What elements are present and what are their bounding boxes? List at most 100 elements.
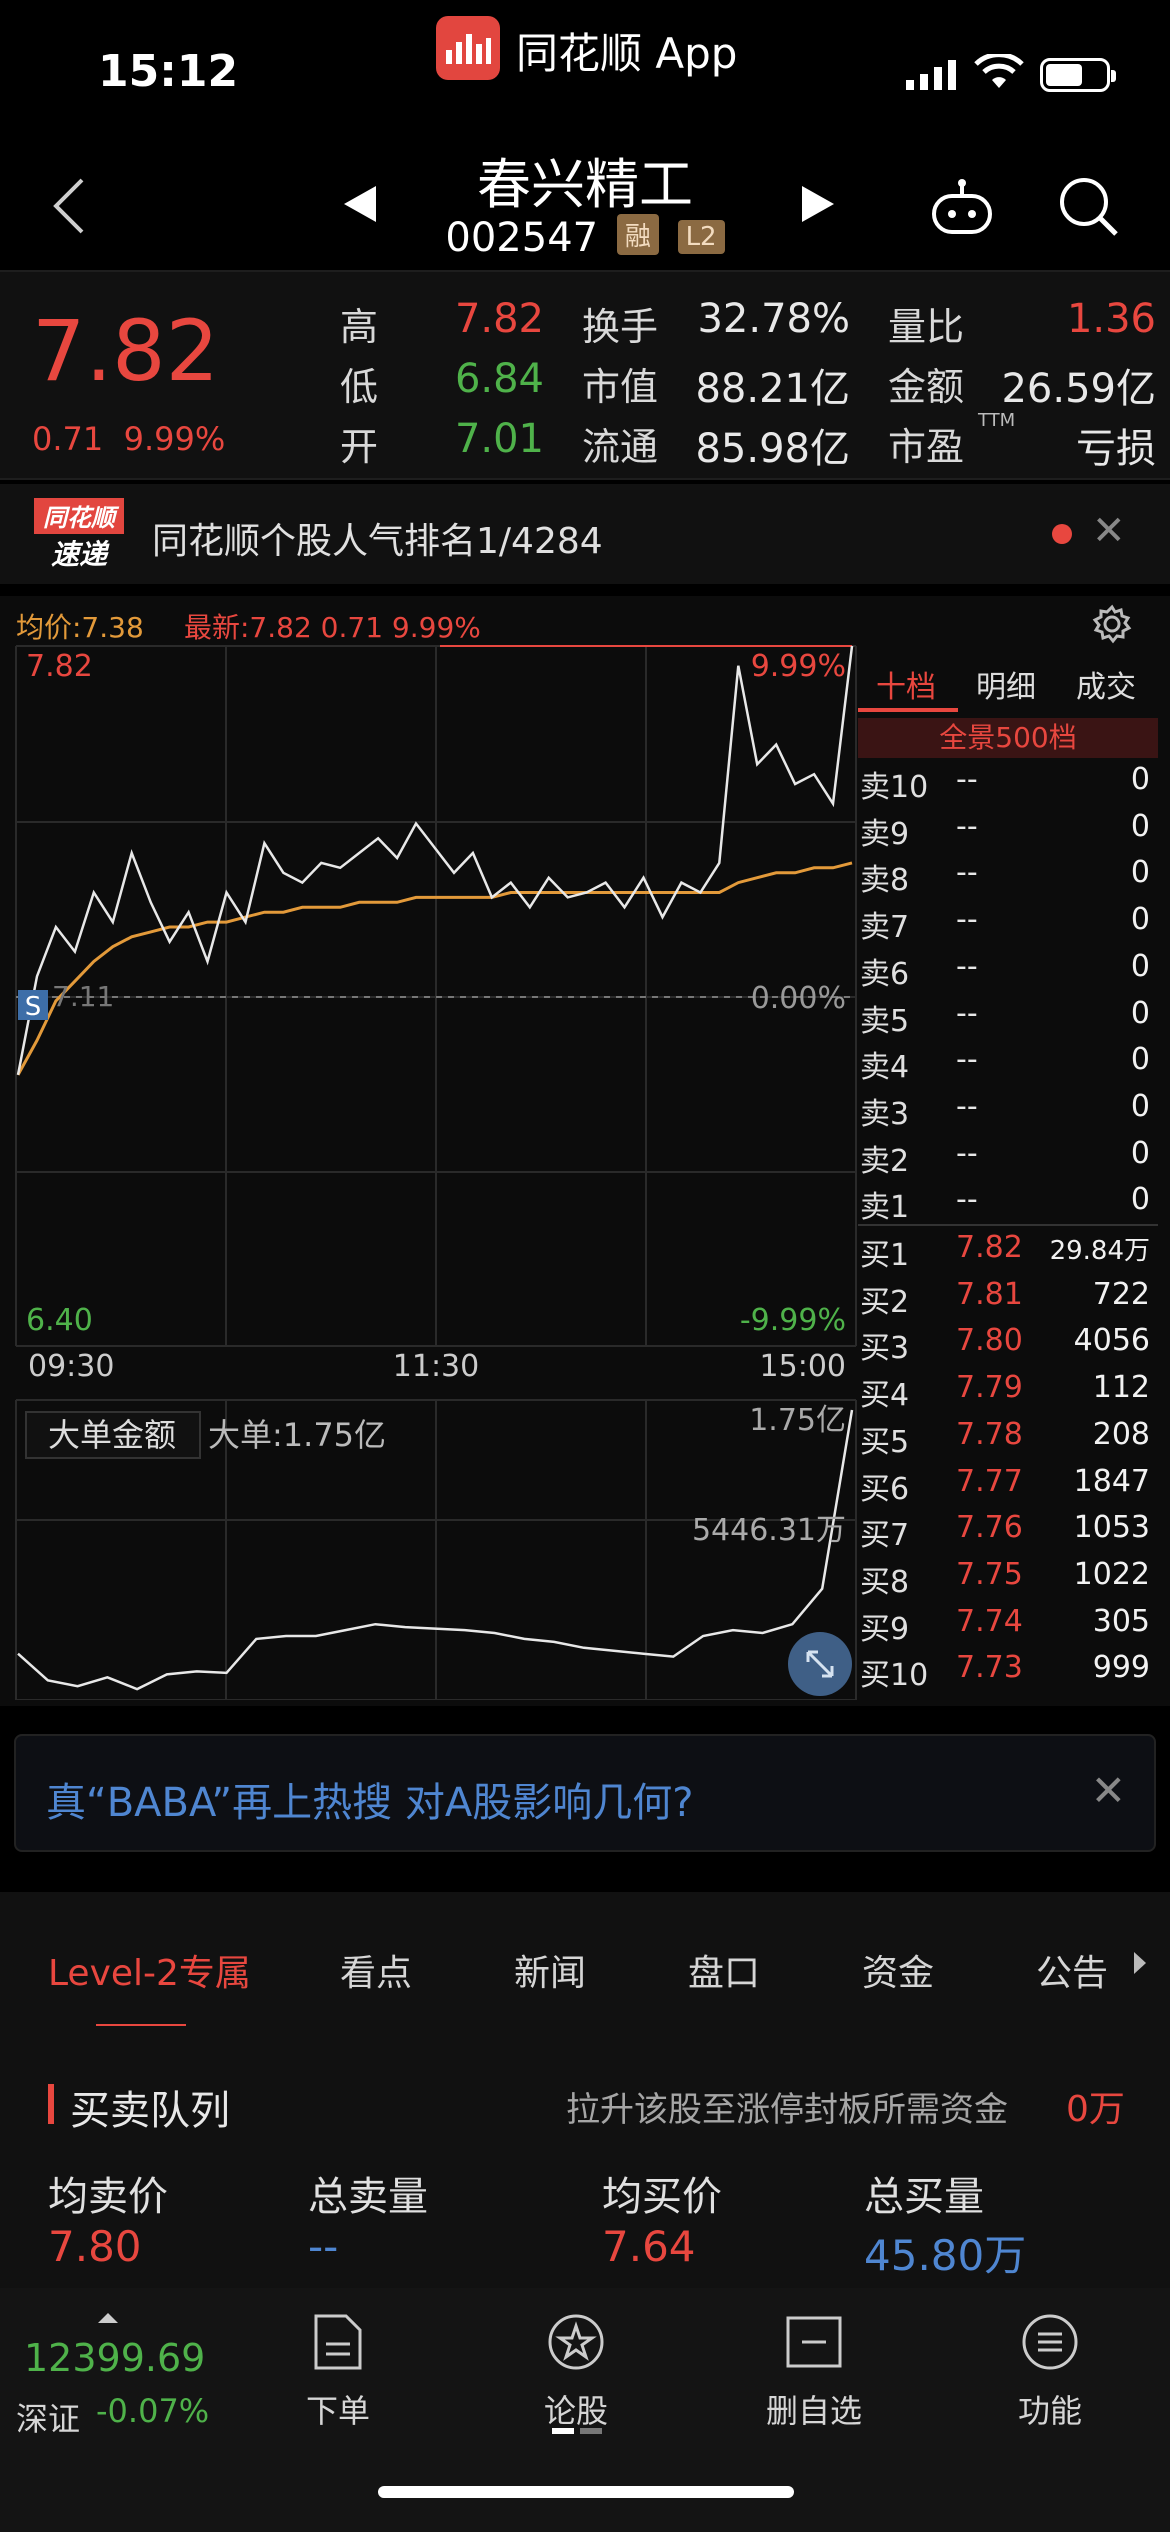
tab-announcements[interactable]: 公告: [1036, 1953, 1109, 1994]
ask-row[interactable]: 卖9 -- 0: [858, 809, 1158, 855]
back-icon[interactable]: [48, 176, 92, 236]
ask-row[interactable]: 卖7 -- 0: [858, 902, 1158, 948]
quote-value: 7.01: [454, 416, 544, 462]
price-change-pct: 9.99%: [123, 420, 226, 458]
nav-label: 论股: [543, 2392, 608, 2430]
pct-high-label: 9.99%: [751, 649, 846, 684]
app-icon: [436, 16, 500, 80]
lower-max-label: 1.75亿: [749, 1403, 846, 1438]
gear-icon[interactable]: [1092, 604, 1132, 648]
bid-row[interactable]: 买4 7.79 112: [858, 1370, 1158, 1416]
nav-label: 功能: [1017, 2392, 1082, 2430]
bid-row[interactable]: 买10 7.73 999: [858, 1650, 1158, 1696]
tab-trades[interactable]: 成交: [1076, 670, 1136, 705]
quote-label: 市值: [582, 365, 659, 409]
ask-volume: 0: [1130, 1042, 1150, 1078]
price-series: [16, 645, 854, 1076]
bid-volume: 29.84万: [1049, 1236, 1150, 1266]
ask-row[interactable]: 卖10 -- 0: [858, 762, 1158, 808]
ask-row[interactable]: 卖6 -- 0: [858, 949, 1158, 995]
bid-volume: 999: [1092, 1650, 1150, 1686]
menu-circle-icon: [1020, 2312, 1080, 2376]
quote-label: 换手: [582, 305, 659, 349]
next-stock-icon[interactable]: [798, 184, 838, 228]
tab-underline: [858, 708, 958, 712]
ask-level: 卖4: [860, 1050, 910, 1086]
bid-level: 买6: [860, 1471, 910, 1507]
ask-row[interactable]: 卖2 -- 0: [858, 1136, 1158, 1182]
news-banner[interactable]: 真“BABA”再上热搜 对A股影响几何? ✕: [14, 1734, 1156, 1852]
caret-up-icon[interactable]: [96, 2310, 120, 2329]
quote-panel: 7.82 0.71 9.99% 高 7.82 换手 32.78% 量比 1.36 低 6.84…: [0, 270, 1170, 480]
bid-row[interactable]: 买7 7.76 1053: [858, 1510, 1158, 1556]
s-marker: [18, 990, 48, 1020]
tab-orderbook[interactable]: 盘口: [688, 1953, 761, 1994]
bid-row[interactable]: 买8 7.75 1022: [858, 1557, 1158, 1603]
close-icon[interactable]: ✕: [1090, 1766, 1126, 1815]
tab-funds[interactable]: 资金: [862, 1953, 935, 1994]
home-indicator[interactable]: [378, 2486, 794, 2498]
search-icon[interactable]: [1056, 174, 1120, 242]
bid-row[interactable]: 买3 7.80 4056: [858, 1323, 1158, 1369]
robot-icon[interactable]: [930, 178, 994, 242]
ttm-superscript: TTM: [978, 410, 1016, 431]
ask-row[interactable]: 卖4 -- 0: [858, 1042, 1158, 1088]
section-marker: [48, 2084, 54, 2124]
bid-row[interactable]: 买1 7.82 29.84万: [858, 1230, 1158, 1276]
ask-volume: 0: [1130, 902, 1150, 938]
bid-volume: 722: [1092, 1276, 1150, 1312]
bid-level: 买3: [860, 1331, 910, 1367]
ask-level: 卖3: [860, 1096, 910, 1132]
ask-row[interactable]: 卖5 -- 0: [858, 996, 1158, 1042]
time-label-close: 15:00: [760, 1349, 846, 1384]
intraday-chart[interactable]: 7.82 9.99% S 7.11 0.00% 6.40 -9.99% 09:3…: [0, 640, 858, 1700]
chevron-right-icon[interactable]: [1130, 1948, 1150, 1982]
lower-value: 大单:1.75亿: [208, 1416, 386, 1454]
total-sell-vol-value: --: [308, 2222, 339, 2271]
total-buy-vol-label: 总买量: [864, 2174, 984, 2220]
bid-volume: 1053: [1073, 1510, 1150, 1546]
minus-box-icon: [784, 2314, 844, 2374]
panorama-button[interactable]: 全景500档: [858, 718, 1158, 758]
star-chat-icon: [544, 2312, 608, 2376]
queue-subtitle-value: 0万: [1066, 2089, 1125, 2130]
tab-news[interactable]: 新闻: [514, 1953, 587, 1994]
quote-value: 26.59亿: [1001, 366, 1156, 412]
ask-row[interactable]: 卖8 -- 0: [858, 855, 1158, 901]
prev-close-label: 7.11: [52, 980, 114, 1013]
bid-row[interactable]: 买5 7.78 208: [858, 1417, 1158, 1463]
quote-value: 88.21亿: [695, 366, 850, 412]
total-sell-vol-label: 总卖量: [308, 2174, 428, 2220]
ask-level: 卖7: [860, 910, 910, 946]
ask-row[interactable]: 卖3 -- 0: [858, 1089, 1158, 1135]
ask-level: 卖8: [860, 863, 910, 899]
stock-code: 002547: [445, 215, 599, 261]
index-change: -0.07%: [96, 2392, 210, 2430]
ask-price: --: [956, 808, 978, 844]
last-price: 7.82: [32, 302, 220, 400]
bid-row[interactable]: 买2 7.81 722: [858, 1277, 1158, 1323]
quote-label: 金额: [888, 365, 965, 409]
tab-highlights[interactable]: 看点: [340, 1953, 413, 1994]
index-value[interactable]: 12399.69: [24, 2336, 206, 2380]
bid-price: 7.74: [956, 1603, 1023, 1639]
total-buy-vol-value: 45.80万: [864, 2231, 1027, 2280]
bid-row[interactable]: 买6 7.77 1847: [858, 1464, 1158, 1510]
tab-ten-levels[interactable]: 十档: [876, 670, 936, 705]
prev-stock-icon[interactable]: [340, 184, 380, 228]
quote-value: 32.78%: [697, 296, 850, 342]
lower-title-box[interactable]: [25, 1411, 201, 1459]
quote-label: 开: [340, 425, 379, 469]
close-icon[interactable]: ✕: [1092, 508, 1126, 554]
bid-row[interactable]: 买9 7.74 305: [858, 1604, 1158, 1650]
tab-details[interactable]: 明细: [976, 670, 1036, 705]
notice-bar[interactable]: 同花顺 速递 同花顺个股人气排名1/4284: [0, 484, 1170, 584]
ask-row[interactable]: 卖1 -- 0: [858, 1182, 1158, 1228]
order-book: 十档 明细 成交 全景500档 卖10 -- 0 卖9 -- 0 卖8 -- 0 卖7…: [858, 646, 1158, 1700]
tab-level2[interactable]: Level-2专属: [48, 1953, 251, 1994]
queue-subtitle: 拉升该股至涨停封板所需资金: [566, 2090, 1008, 2130]
ask-price: --: [956, 995, 978, 1031]
unread-dot: [1052, 524, 1072, 544]
bid-price: 7.81: [956, 1276, 1023, 1312]
ask-volume: 0: [1130, 948, 1150, 984]
